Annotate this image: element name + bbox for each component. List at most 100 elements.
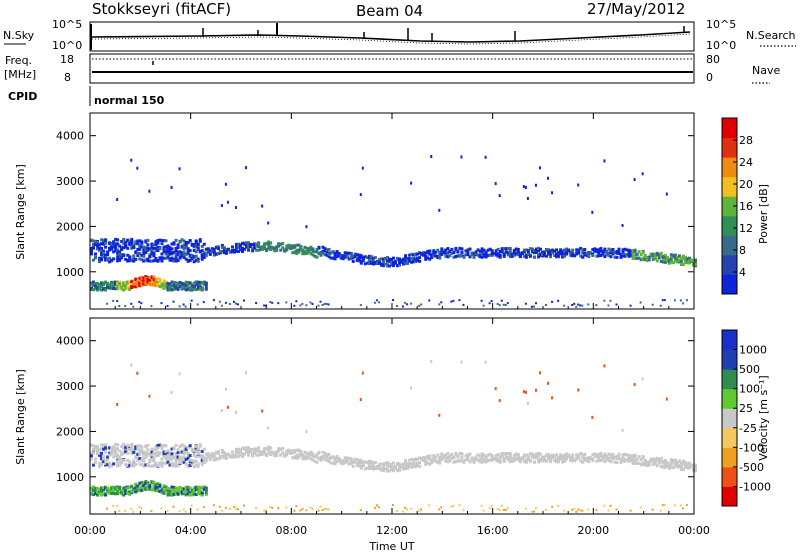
data-cell [327, 247, 331, 251]
data-cell [245, 450, 249, 454]
data-cell [194, 281, 198, 285]
data-cell [657, 460, 661, 464]
data-cell [118, 304, 121, 307]
data-cell [196, 447, 200, 451]
data-cell [224, 182, 227, 186]
beam-title: Beam 04 [356, 2, 423, 20]
data-cell [524, 507, 527, 510]
data-cell [400, 260, 404, 264]
data-cell [458, 459, 462, 463]
data-cell [116, 257, 120, 261]
data-cell [247, 241, 251, 245]
data-cell [160, 256, 164, 260]
data-cell [198, 238, 202, 242]
data-cell [122, 242, 126, 246]
data-cell [659, 304, 662, 307]
nsearch-tick-bottom: 10^0 [706, 39, 736, 52]
data-cell [198, 485, 202, 489]
data-cell [428, 457, 432, 461]
data-cell [547, 453, 551, 457]
data-cell [156, 446, 160, 450]
x-tick-label: 16:00 [477, 524, 509, 537]
data-cell [377, 261, 381, 265]
data-cell [112, 241, 116, 245]
data-cell [188, 460, 192, 464]
data-cell [679, 259, 683, 263]
data-cell [337, 252, 341, 256]
data-cell [277, 447, 281, 451]
data-cell [466, 251, 470, 255]
data-cell [524, 458, 528, 462]
data-cell [561, 457, 565, 461]
data-cell [512, 458, 516, 462]
data-cell [140, 258, 144, 262]
data-cell [92, 448, 96, 452]
data-cell [470, 253, 474, 257]
data-cell [204, 247, 208, 251]
data-cell [299, 450, 303, 454]
data-cell [643, 254, 647, 258]
data-cell [146, 246, 150, 250]
data-cell [210, 455, 214, 459]
data-cell [579, 509, 582, 512]
data-cell [261, 204, 264, 208]
data-cell [238, 248, 242, 252]
data-cell [392, 256, 395, 260]
data-cell [176, 492, 180, 496]
data-cell [257, 450, 261, 454]
data-cell [510, 459, 514, 463]
data-cell [460, 360, 463, 364]
data-cell [176, 259, 180, 263]
data-cell [414, 257, 418, 261]
data-cell [508, 255, 512, 259]
data-cell [124, 281, 128, 285]
data-cell [323, 302, 326, 305]
data-cell [619, 458, 623, 462]
data-cell [665, 461, 669, 465]
data-cell [363, 255, 367, 259]
data-cell [635, 457, 639, 461]
data-cell [202, 447, 206, 451]
data-cell [108, 246, 112, 250]
data-cell [418, 461, 422, 465]
data-cell [174, 253, 178, 257]
data-cell [146, 243, 150, 247]
data-cell [313, 459, 317, 463]
data-cell [144, 453, 148, 457]
data-cell [94, 256, 98, 260]
data-cell [158, 484, 162, 488]
data-cell [383, 257, 387, 261]
data-cell [426, 456, 430, 460]
data-cell [202, 461, 206, 465]
data-cell [595, 459, 599, 463]
data-cell [174, 259, 178, 263]
data-cell [589, 456, 593, 460]
data-cell [434, 455, 438, 459]
data-cell [174, 256, 178, 260]
data-cell [170, 485, 174, 489]
data-cell [359, 260, 363, 264]
data-cell [530, 247, 534, 251]
data-cell [132, 305, 135, 308]
data-cell [629, 454, 633, 458]
data-cell [128, 281, 132, 285]
data-cell [166, 460, 170, 464]
data-cell [132, 450, 136, 454]
data-cell [573, 254, 577, 258]
data-cell [132, 257, 136, 261]
data-cell [561, 454, 565, 458]
data-cell [178, 250, 182, 254]
nave-tick-bottom: 0 [706, 71, 713, 84]
data-cell [247, 248, 251, 252]
data-cell [647, 460, 651, 464]
data-cell [218, 300, 221, 303]
data-cell [436, 460, 440, 464]
data-cell [90, 246, 93, 250]
data-cell [216, 450, 220, 454]
data-cell [140, 480, 144, 484]
data-cell [687, 261, 691, 265]
data-cell [200, 253, 204, 257]
data-cell [114, 442, 118, 446]
colorbar-swatch [722, 157, 737, 178]
data-cell [152, 480, 156, 484]
